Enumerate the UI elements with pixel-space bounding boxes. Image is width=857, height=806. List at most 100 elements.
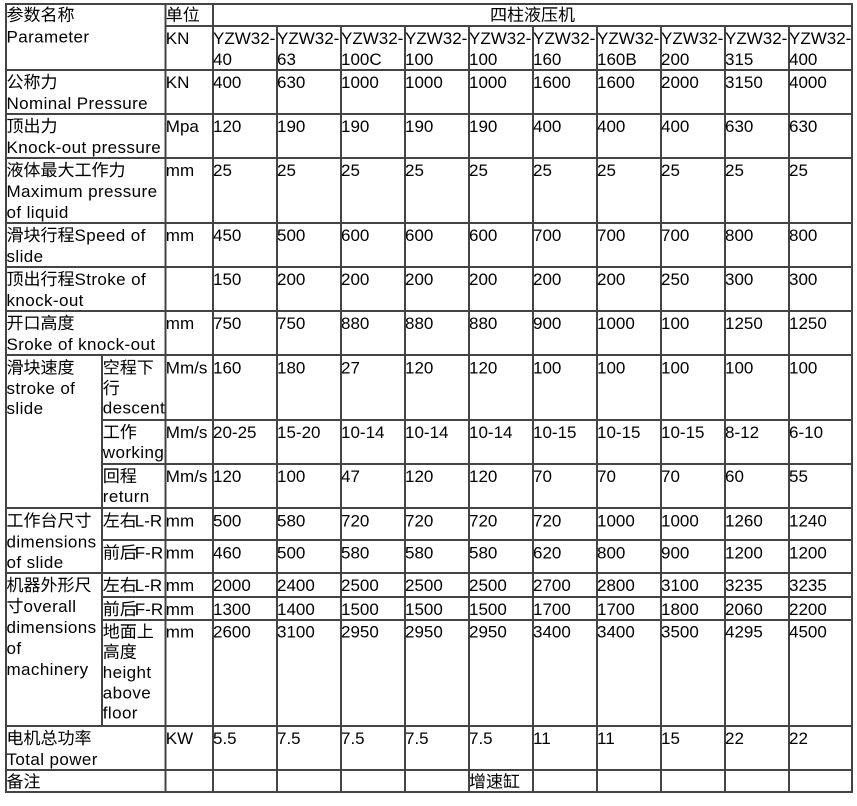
svg-text:1300: 1300 bbox=[213, 600, 251, 619]
svg-text:1700: 1700 bbox=[533, 600, 571, 619]
svg-text:dimensions: dimensions bbox=[7, 618, 97, 637]
svg-text:1000: 1000 bbox=[405, 73, 443, 92]
svg-text:2800: 2800 bbox=[597, 576, 635, 595]
svg-text:of liquid: of liquid bbox=[7, 203, 69, 222]
svg-text:580: 580 bbox=[469, 544, 497, 563]
svg-text:600: 600 bbox=[341, 226, 369, 245]
svg-text:height: height bbox=[103, 663, 152, 682]
svg-text:KW: KW bbox=[166, 729, 193, 748]
svg-text:5.5: 5.5 bbox=[213, 729, 237, 748]
svg-text:2500: 2500 bbox=[341, 576, 379, 595]
svg-text:1000: 1000 bbox=[597, 314, 635, 333]
svg-text:YZW32-: YZW32- bbox=[661, 29, 723, 48]
svg-text:Mm/s: Mm/s bbox=[166, 467, 208, 486]
svg-text:400: 400 bbox=[789, 50, 817, 69]
svg-text:200: 200 bbox=[597, 270, 625, 289]
svg-text:60: 60 bbox=[725, 467, 744, 486]
svg-text:120: 120 bbox=[405, 467, 433, 486]
svg-text:10-15: 10-15 bbox=[533, 423, 576, 442]
svg-text:7.5: 7.5 bbox=[405, 729, 429, 748]
svg-text:25: 25 bbox=[341, 161, 360, 180]
svg-text:300: 300 bbox=[789, 270, 817, 289]
svg-text:25: 25 bbox=[213, 161, 232, 180]
svg-text:YZW32-: YZW32- bbox=[597, 29, 659, 48]
svg-text:1200: 1200 bbox=[789, 544, 827, 563]
svg-text:2200: 2200 bbox=[789, 600, 827, 619]
svg-text:11: 11 bbox=[533, 729, 551, 748]
svg-text:2000: 2000 bbox=[213, 576, 251, 595]
svg-text:7.5: 7.5 bbox=[277, 729, 301, 748]
svg-text:22: 22 bbox=[725, 729, 744, 748]
svg-text:300: 300 bbox=[725, 270, 753, 289]
svg-text:slide: slide bbox=[7, 247, 44, 266]
svg-text:750: 750 bbox=[213, 314, 241, 333]
svg-text:mm: mm bbox=[166, 512, 194, 531]
svg-text:315: 315 bbox=[725, 50, 753, 69]
svg-text:190: 190 bbox=[405, 117, 433, 136]
svg-text:1000: 1000 bbox=[661, 512, 699, 531]
svg-text:Knock-out pressure: Knock-out pressure bbox=[7, 138, 162, 157]
svg-text:mm: mm bbox=[166, 544, 194, 563]
svg-text:40: 40 bbox=[213, 50, 232, 69]
svg-text:YZW32-: YZW32- bbox=[213, 29, 275, 48]
svg-text:100: 100 bbox=[661, 359, 689, 378]
svg-text:2000: 2000 bbox=[661, 73, 699, 92]
svg-text:YZW32-: YZW32- bbox=[341, 29, 403, 48]
svg-text:3235: 3235 bbox=[725, 576, 763, 595]
svg-text:100: 100 bbox=[661, 314, 689, 333]
svg-text:return: return bbox=[103, 487, 150, 506]
svg-text:250: 250 bbox=[661, 270, 689, 289]
svg-text:720: 720 bbox=[533, 512, 561, 531]
svg-text:500: 500 bbox=[213, 512, 241, 531]
svg-text:25: 25 bbox=[661, 161, 680, 180]
svg-text:400: 400 bbox=[533, 117, 561, 136]
svg-text:190: 190 bbox=[341, 117, 369, 136]
svg-text:7.5: 7.5 bbox=[341, 729, 365, 748]
svg-text:630: 630 bbox=[725, 117, 753, 136]
svg-text:580: 580 bbox=[277, 512, 305, 531]
svg-text:1000: 1000 bbox=[469, 73, 507, 92]
svg-text:620: 620 bbox=[533, 544, 561, 563]
svg-text:8-12: 8-12 bbox=[725, 423, 759, 442]
svg-text:1500: 1500 bbox=[469, 600, 507, 619]
svg-text:YZW32-: YZW32- bbox=[533, 29, 595, 48]
svg-text:700: 700 bbox=[597, 226, 625, 245]
svg-text:100C: 100C bbox=[341, 50, 382, 69]
svg-text:200: 200 bbox=[277, 270, 305, 289]
svg-text:of: of bbox=[7, 639, 22, 658]
svg-text:700: 700 bbox=[533, 226, 561, 245]
svg-text:machinery: machinery bbox=[7, 660, 89, 679]
svg-text:10-15: 10-15 bbox=[661, 423, 704, 442]
svg-text:100: 100 bbox=[789, 359, 817, 378]
svg-text:70: 70 bbox=[661, 467, 680, 486]
svg-text:2950: 2950 bbox=[405, 623, 443, 642]
svg-text:Nominal Pressure: Nominal Pressure bbox=[7, 94, 149, 113]
svg-text:25: 25 bbox=[277, 161, 296, 180]
svg-text:630: 630 bbox=[789, 117, 817, 136]
svg-text:190: 190 bbox=[469, 117, 497, 136]
svg-text:200: 200 bbox=[405, 270, 433, 289]
svg-text:6-10: 6-10 bbox=[789, 423, 823, 442]
svg-text:11: 11 bbox=[597, 729, 615, 748]
svg-text:above: above bbox=[103, 683, 151, 702]
svg-text:600: 600 bbox=[405, 226, 433, 245]
svg-text:160: 160 bbox=[213, 359, 241, 378]
svg-text:70: 70 bbox=[533, 467, 552, 486]
svg-text:YZW32-: YZW32- bbox=[405, 29, 467, 48]
svg-text:880: 880 bbox=[405, 314, 433, 333]
svg-text:100: 100 bbox=[597, 359, 625, 378]
svg-text:YZW32-: YZW32- bbox=[277, 29, 339, 48]
svg-text:F-R: F-R bbox=[135, 544, 163, 563]
svg-text:27: 27 bbox=[341, 359, 360, 378]
svg-text:900: 900 bbox=[533, 314, 561, 333]
svg-text:15: 15 bbox=[661, 729, 680, 748]
svg-text:2950: 2950 bbox=[469, 623, 507, 642]
svg-text:F-R: F-R bbox=[135, 600, 163, 619]
svg-text:10-14: 10-14 bbox=[469, 423, 512, 442]
svg-text:3100: 3100 bbox=[661, 576, 699, 595]
svg-text:2500: 2500 bbox=[469, 576, 507, 595]
svg-text:Mm/s: Mm/s bbox=[166, 423, 208, 442]
svg-text:10-14: 10-14 bbox=[405, 423, 448, 442]
svg-text:1600: 1600 bbox=[533, 73, 571, 92]
svg-text:400: 400 bbox=[213, 73, 241, 92]
